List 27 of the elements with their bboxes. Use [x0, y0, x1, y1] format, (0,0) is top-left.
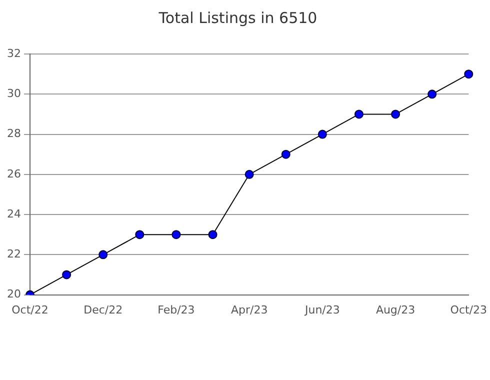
x-tick-label: Oct/22 [12, 303, 48, 316]
y-tick-label: 30 [6, 86, 21, 100]
point [172, 230, 181, 240]
y-tick-label: 20 [6, 288, 21, 301]
y-tick-label: 28 [6, 127, 21, 140]
x-tick-label: Feb/23 [158, 303, 195, 316]
point [391, 110, 400, 119]
point [244, 170, 254, 179]
point [135, 230, 144, 240]
y-tick-label: 32 [6, 46, 21, 60]
point [354, 110, 364, 119]
point [98, 250, 108, 260]
point [62, 270, 72, 280]
point [464, 70, 474, 79]
point [318, 130, 327, 139]
y-tick-label: 24 [6, 207, 21, 220]
point [281, 150, 290, 159]
x-tick-label: Dec/22 [84, 303, 123, 316]
x-tick-label: Oct/23 [450, 303, 488, 316]
chart-title: Total Listings in 6510 [158, 8, 318, 27]
x-tick-label: Apr/23 [230, 303, 268, 316]
x-tick-label: Jun/23 [304, 303, 340, 316]
point [208, 230, 218, 240]
y-tick-label: 26 [6, 167, 21, 180]
x-tick-label: Aug/23 [376, 303, 416, 316]
y-tick-label: 22 [6, 248, 21, 261]
point [428, 90, 437, 99]
